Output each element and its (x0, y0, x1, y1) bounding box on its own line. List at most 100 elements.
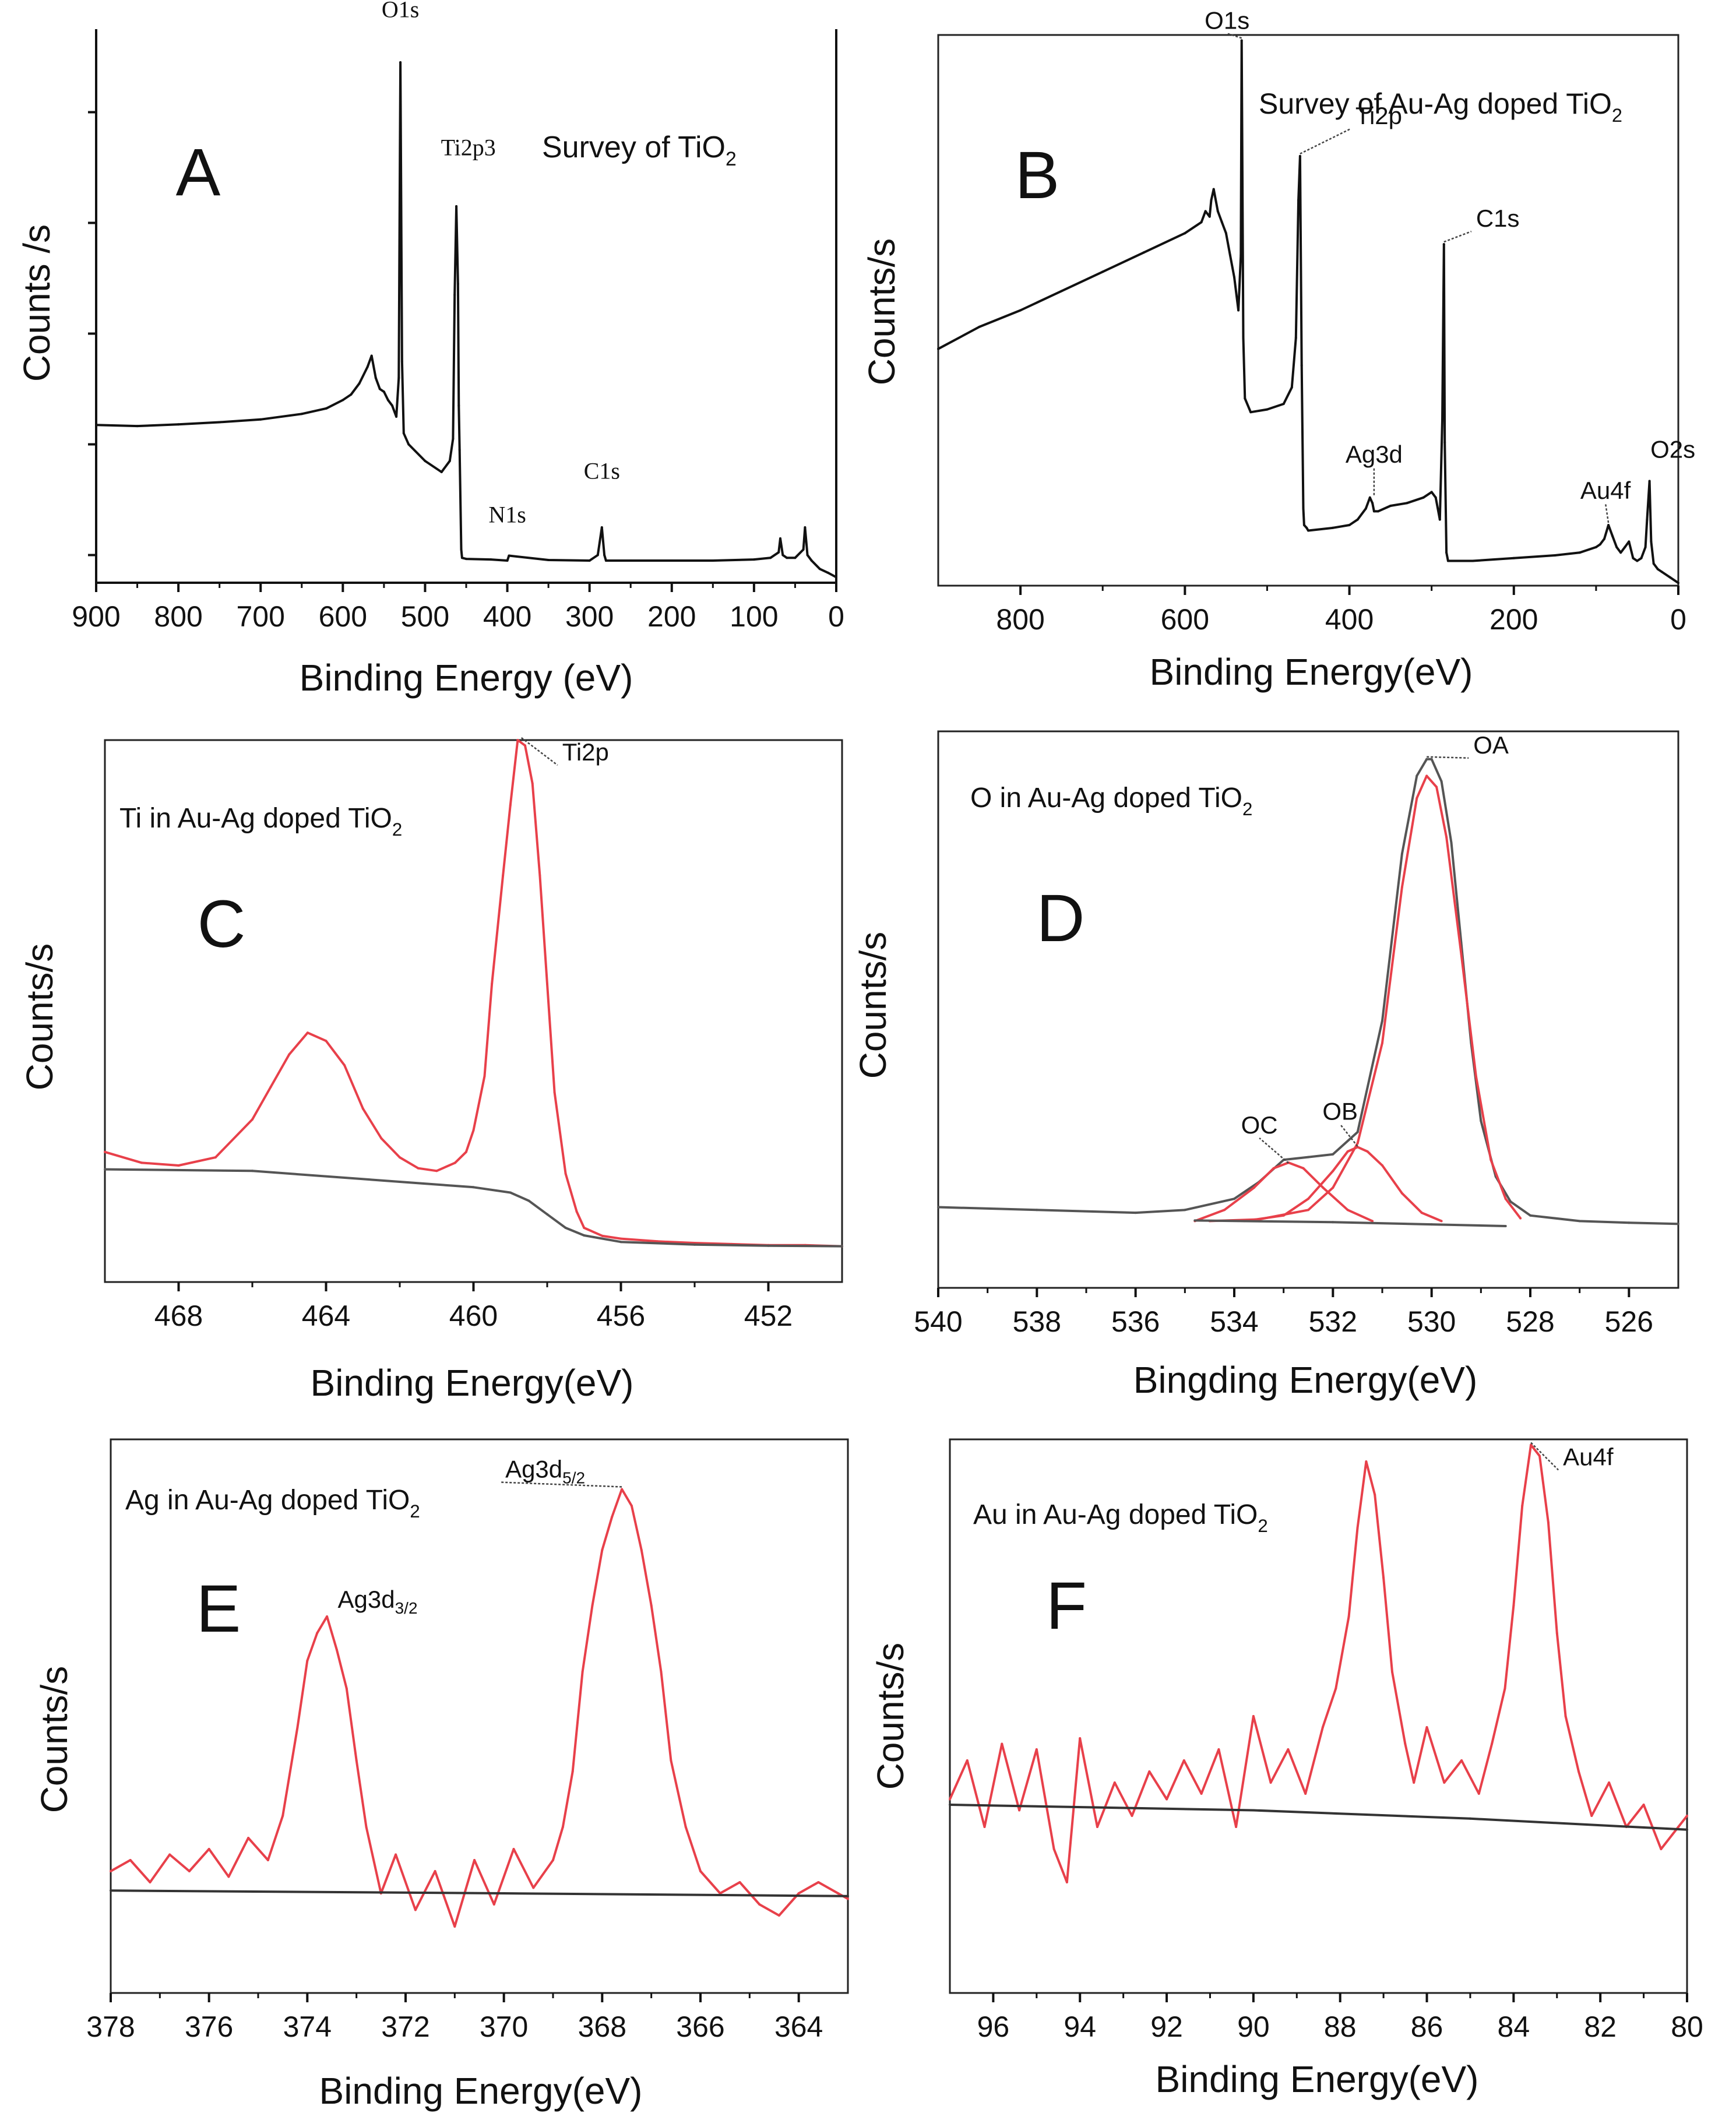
data-point (660, 1671, 663, 1673)
data-point (591, 1604, 594, 1607)
data-point (1628, 540, 1631, 543)
data-point (1554, 554, 1557, 557)
data-point (684, 1826, 687, 1828)
data-point (1332, 526, 1334, 529)
data-point (1237, 309, 1240, 312)
x-tick-label: 500 (401, 600, 449, 633)
data-point (502, 874, 505, 877)
data-point (693, 1243, 696, 1246)
data-point (492, 1903, 495, 1906)
data-point (366, 365, 369, 368)
data-point (1184, 1209, 1186, 1212)
data-point (1619, 551, 1622, 554)
panel-b: 800 600 400 200 0 B Survey of Au-Ag doped TiO2… (861, 6, 1695, 693)
data-point (841, 1245, 843, 1248)
data-point (1302, 507, 1305, 510)
data-point (1216, 210, 1219, 213)
data-point (399, 1181, 401, 1183)
data-point (561, 1826, 564, 1828)
data-point (1381, 1164, 1383, 1167)
data-point (1425, 758, 1428, 760)
data-point (424, 460, 427, 462)
data-point (1371, 1220, 1374, 1223)
data-point (168, 1853, 171, 1856)
x-tick-label: 370 (480, 2010, 528, 2043)
data-point (465, 558, 467, 561)
data-point (538, 874, 541, 877)
data-point (527, 1199, 530, 1202)
data-point (802, 548, 805, 551)
data-point (1611, 535, 1614, 537)
data-point (777, 1914, 780, 1917)
data-point (509, 804, 512, 807)
data-point (794, 557, 797, 559)
data-point (1503, 1687, 1506, 1690)
data-point (1193, 1219, 1196, 1222)
x-tick-label: 528 (1506, 1305, 1554, 1338)
data-point (378, 388, 381, 390)
data-point (1400, 853, 1403, 855)
data-point (306, 1660, 309, 1662)
data-point (458, 449, 461, 451)
data-point (546, 1213, 548, 1216)
data-point (1376, 510, 1379, 513)
data-point (509, 1191, 512, 1194)
data-point (779, 537, 781, 540)
x-axis-label: Binding Energy (eV) (300, 657, 633, 699)
data-point (1282, 403, 1285, 406)
panel-title-main: Ag in Au-Ag doped TiO (125, 1485, 410, 1516)
peak-label: OC (1241, 1111, 1278, 1139)
data-point (1347, 1615, 1350, 1618)
data-point (472, 1186, 475, 1189)
peak-label: O1s (1205, 6, 1249, 34)
data-point (1113, 1781, 1116, 1784)
data-point (434, 1870, 436, 1872)
panel-title: Ti in Au-Ag doped TiO2 (119, 803, 402, 840)
data-point (810, 559, 813, 562)
x-tick-label: 600 (319, 600, 367, 633)
data-point (1603, 537, 1605, 540)
panel-letter: A (176, 135, 221, 210)
panel-title-sub: 2 (726, 148, 737, 170)
data-point (571, 1770, 574, 1773)
data-point (325, 407, 328, 410)
x-axis-label: Bingding Energy(eV) (1133, 1359, 1478, 1401)
data-point (1131, 1815, 1133, 1817)
data-point (306, 1031, 309, 1034)
panel-letter: B (1015, 138, 1060, 213)
annotation-leader (1300, 128, 1351, 155)
panel-title-sub: 2 (410, 1501, 420, 1522)
data-point (1148, 1770, 1151, 1773)
data-point (1348, 524, 1351, 526)
x-tick-label: 452 (744, 1300, 793, 1332)
data-point (1442, 243, 1445, 246)
y-axis-label: Counts/s (869, 1643, 911, 1790)
data-point (1660, 1848, 1663, 1850)
data-point (464, 1150, 467, 1153)
data-point (452, 438, 455, 440)
data-point (1242, 336, 1245, 339)
y-axis-label: Counts/s (19, 943, 61, 1091)
data-point (1632, 557, 1635, 559)
y-axis-label: Counts /s (16, 224, 58, 382)
data-point (564, 1227, 567, 1229)
data-point (136, 425, 139, 428)
data-point (767, 1244, 770, 1247)
y-axis-label: Counts/s (861, 238, 903, 386)
data-point (1298, 154, 1301, 157)
x-tick-label: 96 (977, 2010, 1010, 2043)
data-point (1650, 540, 1653, 543)
x-tick-label: 534 (1210, 1305, 1258, 1338)
series-line (110, 1488, 848, 1928)
data-point (1430, 1223, 1433, 1226)
annotation-leader (1227, 33, 1242, 39)
x-tick-label: 800 (996, 603, 1044, 636)
panel-d: 540 538 536 534 532 530 528 526 D O in Au-Ag dope… (852, 730, 1679, 1401)
peak-label: Ag3d (1346, 441, 1403, 468)
data-point (1391, 1671, 1393, 1673)
data-point (937, 1206, 939, 1209)
data-point (738, 1881, 741, 1883)
series-line (949, 1804, 1688, 1831)
x-tick-label: 400 (483, 600, 531, 633)
data-point (1374, 1494, 1376, 1496)
